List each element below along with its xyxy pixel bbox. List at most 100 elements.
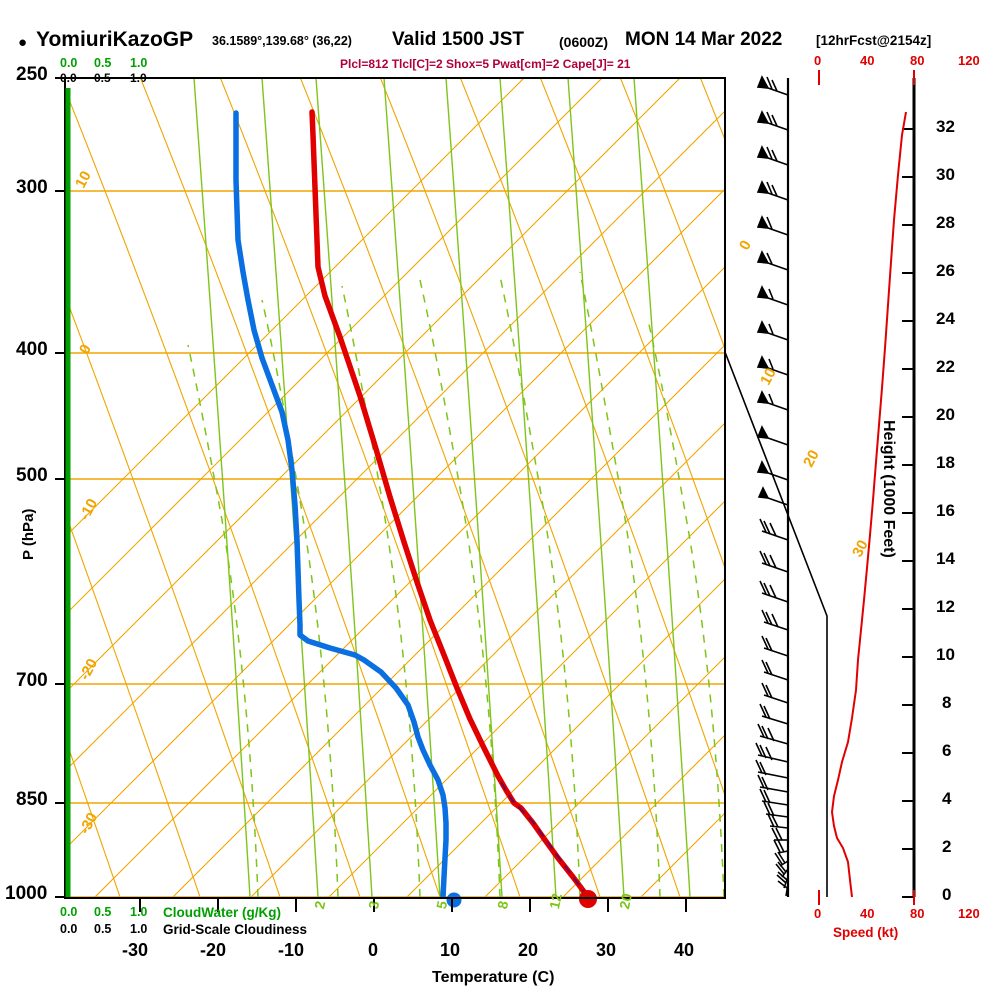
height-tick-26: 26	[936, 261, 955, 280]
height-tick-22: 22	[936, 357, 955, 376]
height-tick-28: 28	[936, 213, 955, 232]
bottom-cloudwater-tick-0: 0.0	[60, 905, 78, 919]
mixing-ratio-label-5: 20	[616, 891, 635, 911]
height-tick-30: 30	[936, 165, 955, 184]
wind-barb-panel	[724, 75, 828, 897]
bottom-cloudwater-tick-1: 0.5	[94, 905, 112, 919]
top-cloudwater-tick-0: 0.0	[60, 56, 78, 70]
station-coordinates: 36.1589°,139.68° (36,22)	[212, 34, 352, 48]
moist-adiabat-lines	[187, 271, 725, 898]
stability-indices: Plcl=812 Tlcl[C]=2 Shox=5 Pwat[cm]=2 Cap…	[340, 57, 631, 71]
temperature-tick--20: -20	[200, 940, 227, 960]
temperature-tick-20: 20	[518, 940, 539, 960]
mixing-ratio-lines	[193, 78, 691, 898]
speed-axis-label: Speed (kt)	[833, 925, 899, 940]
wind-barb	[761, 635, 789, 657]
wind-barb	[756, 355, 789, 376]
forecast-stamp: [12hrFcst@2154z]	[816, 33, 932, 48]
height-tick-18: 18	[936, 453, 955, 472]
mixing-ratio-label-4: 12	[546, 891, 565, 911]
speed-axis-bottom-tick-2: 80	[910, 906, 925, 921]
height-axis-label: Height (1000 Feet)	[880, 420, 897, 558]
wind-barb	[759, 518, 789, 541]
pressure-tick-300: 300	[16, 177, 48, 198]
wind-barb	[756, 320, 789, 341]
pressure-tick-700: 700	[16, 670, 48, 691]
speed-axis-bottom-tick-3: 120	[958, 906, 980, 921]
temperature-axis-ticks	[139, 897, 687, 912]
wind-barb	[756, 180, 789, 201]
wind-barb	[776, 871, 789, 889]
header-bar: ● YomiuriKazoGP 36.1589°,139.68° (36,22)…	[0, 28, 1000, 54]
height-tick-12: 12	[936, 597, 955, 616]
temperature-axis-label: Temperature (C)	[432, 969, 555, 986]
bottom-cloudiness-tick-0: 0.0	[60, 922, 78, 936]
wind-barb	[761, 682, 789, 704]
wind-barb	[774, 851, 789, 867]
wind-barb	[759, 580, 789, 603]
wind-barb	[761, 659, 789, 681]
pressure-tick-400: 400	[16, 339, 48, 360]
plot-frame	[64, 77, 726, 899]
wind-barb	[771, 827, 788, 841]
parcel-trajectory	[498, 778, 589, 898]
height-tick-8: 8	[942, 693, 952, 712]
wind-speed-profile	[830, 111, 907, 898]
pressure-axis-ticks	[55, 77, 65, 898]
valid-date: MON 14 Mar 2022	[625, 29, 783, 50]
height-tick-0: 0	[942, 885, 952, 904]
isobar-lines	[65, 78, 725, 898]
pressure-axis-label: P (hPa)	[20, 508, 37, 560]
cloudwater-axis-label: CloudWater (g/Kg)	[163, 905, 281, 920]
wind-barb	[773, 839, 789, 854]
temperature-tick-0: 0	[368, 940, 379, 960]
height-tick-6: 6	[942, 741, 952, 760]
wind-barbs	[755, 75, 789, 897]
wind-barb	[759, 703, 789, 725]
height-tick-20: 20	[936, 405, 955, 424]
height-tick-10: 10	[936, 645, 955, 664]
wind-barb	[756, 425, 789, 446]
temperature-tick-30: 30	[596, 940, 617, 960]
pressure-tick-1000: 1000	[5, 883, 48, 904]
valid-time-label: Valid 1500 JST	[392, 29, 525, 50]
wind-barb	[767, 813, 789, 829]
bottom-cloudwater-tick-2: 1.0	[130, 905, 148, 919]
bottom-cloudiness-tick-1: 0.5	[94, 922, 112, 936]
speed-axis-bottom-tick-1: 40	[860, 906, 875, 921]
height-speed-panel	[818, 70, 916, 905]
height-axis-ticks	[902, 128, 914, 898]
pressure-tick-850: 850	[16, 789, 48, 810]
wind-barb	[756, 390, 789, 411]
temperature-tick-10: 10	[440, 940, 461, 960]
height-tick-14: 14	[936, 549, 955, 568]
station-name: YomiuriKazoGP	[36, 28, 194, 51]
wind-barb	[755, 759, 789, 779]
valid-time-utc: (0600Z)	[559, 34, 609, 50]
height-tick-16: 16	[936, 501, 955, 520]
wind-barb	[757, 486, 789, 506]
height-tick-4: 4	[942, 789, 952, 808]
speed-axis-top-tick-2: 80	[910, 53, 925, 68]
top-cloudwater-tick-1: 0.5	[94, 56, 112, 70]
wind-barb	[756, 75, 789, 96]
speed-axis-top-tick-1: 40	[860, 53, 875, 68]
wind-barb	[756, 215, 789, 236]
wind-barb	[777, 880, 789, 897]
temperature-tick--10: -10	[278, 940, 305, 960]
wind-barb	[757, 774, 789, 793]
wind-barb	[755, 742, 789, 763]
temperature-tick--30: -30	[122, 940, 149, 960]
wind-barb	[761, 609, 789, 631]
wind-barb	[763, 801, 789, 818]
speed-axis-top-tick-0: 0	[814, 53, 822, 68]
bottom-cloudiness-tick-2: 1.0	[130, 922, 148, 936]
wind-barb	[756, 110, 789, 131]
wind-barb	[756, 460, 789, 481]
height-tick-2: 2	[942, 837, 952, 856]
height-tick-32: 32	[936, 117, 955, 136]
station-marker-icon: ●	[18, 34, 28, 51]
top-cloudwater-tick-2: 1.0	[130, 56, 148, 70]
